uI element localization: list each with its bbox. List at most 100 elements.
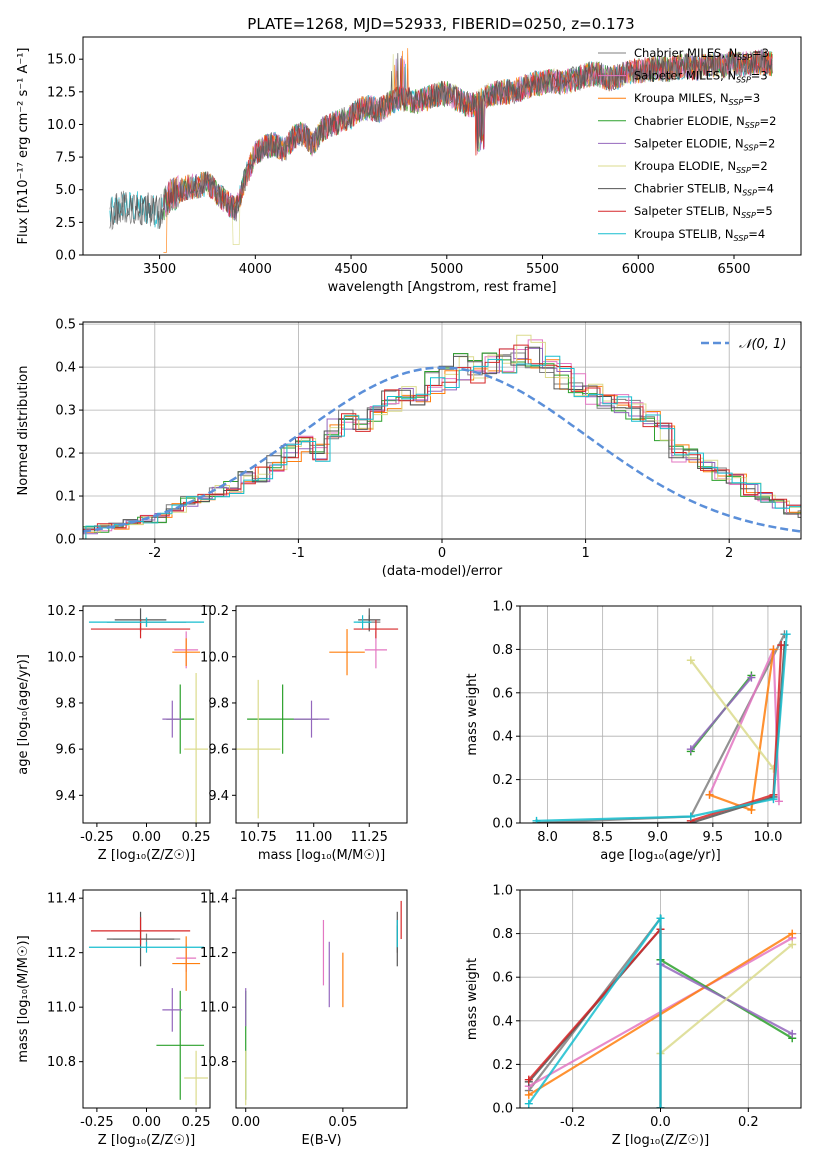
legend-label: Salpeter ELODIE, NSSP=2 (634, 136, 775, 152)
y-tick-label: 11.0 (200, 1001, 229, 1016)
x-tick-label: 11.25 (351, 830, 388, 845)
x-tick-label: 0.00 (132, 830, 161, 845)
x-axis-label: E(B-V) (301, 1133, 341, 1148)
weight-marker (524, 1090, 533, 1099)
y-tick-label: 11.2 (200, 946, 229, 961)
weight-series-line (527, 914, 662, 1108)
x-tick-label: 0.25 (182, 1115, 211, 1130)
y-tick-label: 10.0 (200, 650, 229, 665)
axes-frame (82, 36, 802, 256)
plot-area (83, 334, 801, 539)
y-tick-label: 0.4 (492, 1014, 513, 1029)
x-axis-label: wavelength [Angstrom, rest frame] (328, 280, 557, 295)
y-tick-label: 0.4 (55, 361, 76, 376)
y-tick-label: 11.2 (47, 946, 76, 961)
y-tick-label: 11.4 (200, 892, 229, 907)
x-axis-label: Z [log₁₀(Z/Z☉)] (98, 1133, 195, 1148)
plot-area (532, 630, 791, 823)
histogram-step (83, 352, 801, 533)
legend-label: 𝒩(0, 1) (739, 337, 786, 352)
x-tick-label: 6500 (717, 262, 750, 277)
x-tick-label: 4000 (239, 262, 272, 277)
y-tick-label: 0.0 (55, 533, 76, 548)
y-tick-label: 5.0 (55, 183, 76, 198)
y-tick-label: 9.6 (55, 743, 76, 758)
y-tick-label: 0.4 (492, 730, 513, 745)
weight-marker (532, 816, 541, 823)
x-axis-label: age [log₁₀(age/yr)] (600, 848, 721, 863)
histogram-step (83, 347, 801, 539)
histogram-step (83, 352, 801, 529)
axes-frame (82, 321, 802, 540)
panel-age_vs_Z: -0.25 0.00 0.25 9.4 9.6 9.8 10.0 10.2 Z [log₁₀(Z… (16, 604, 211, 863)
weight-marker (769, 795, 778, 804)
y-tick-label: 0.0 (55, 249, 76, 264)
y-tick-label: 9.8 (55, 696, 76, 711)
plot-area (245, 900, 402, 1106)
plot-area (109, 48, 773, 253)
y-tick-label: 10.0 (47, 650, 76, 665)
axes-frame (235, 889, 408, 1109)
weight-marker (705, 790, 714, 799)
weight-marker (656, 1104, 665, 1108)
x-tick-label: 0.00 (132, 1115, 161, 1130)
y-tick-label: 0.2 (55, 447, 76, 462)
weight-marker (524, 1099, 533, 1108)
weight-marker (686, 745, 695, 754)
panel-weight_vs_age: 8.0 8.5 9.0 9.5 10.0 0.0 0.2 0.4 0.6 0.8 1.0 age [l… (465, 600, 802, 863)
y-axis-label: mass weight (465, 673, 480, 755)
weight-marker (782, 630, 791, 639)
x-tick-label: -0.25 (80, 1115, 114, 1130)
y-tick-label: 0.6 (492, 971, 513, 986)
x-tick-label: 8.0 (537, 830, 558, 845)
x-axis-label: Z [log₁₀(Z/Z☉)] (98, 848, 195, 863)
plot-area (88, 911, 209, 1106)
x-tick-label: 10.0 (753, 830, 782, 845)
y-tick-label: 0.5 (55, 318, 76, 333)
x-axis-label: (data-model)/error (382, 564, 503, 579)
y-tick-label: 0.8 (492, 643, 513, 658)
y-axis-label: age [log₁₀(age/yr)] (16, 654, 31, 775)
x-tick-label: 8.5 (592, 830, 613, 845)
figure-title: PLATE=1268, MJD=52933, FIBERID=0250, z=0… (247, 15, 634, 33)
axes-frame (519, 605, 802, 824)
x-tick-label: 9.0 (647, 830, 668, 845)
y-tick-label: 15.0 (47, 53, 76, 68)
axes-frame (82, 605, 211, 824)
y-tick-label: 9.8 (208, 696, 229, 711)
panel-mass_vs_ebv: 0.00 0.05 10.8 11.0 11.2 11.4 E(B-V) (200, 889, 408, 1148)
y-tick-label: 7.5 (55, 151, 76, 166)
y-tick-label: 0.1 (55, 490, 76, 505)
panel-weight_vs_Z: -0.2 0.0 0.2 0.0 0.2 0.4 0.6 0.8 1.0 Z [log₁₀(Z/Z… (465, 884, 802, 1148)
x-tick-label: 0.00 (231, 1115, 260, 1130)
weight-series-line (689, 676, 753, 750)
legend-label: Kroupa ELODIE, NSSP=2 (634, 159, 768, 175)
y-tick-label: 1.0 (492, 600, 513, 615)
weight-series-line (536, 633, 786, 823)
plot-area (524, 914, 797, 1108)
weight-marker (769, 645, 778, 654)
panel-spectrum: 3500 4000 4500 5000 5500 6000 6500 0.0 2.5 5.0 7.5… (16, 36, 802, 295)
x-tick-label: 0.25 (182, 830, 211, 845)
y-tick-label: 9.4 (208, 789, 229, 804)
weight-series-line (708, 648, 781, 802)
legend-label: Salpeter MILES, NSSP=3 (634, 69, 768, 85)
y-tick-label: 9.6 (208, 743, 229, 758)
weight-marker (777, 641, 786, 650)
y-tick-label: 10.8 (200, 1055, 229, 1070)
weight-series-line (536, 634, 788, 822)
y-axis-label: mass [log₁₀(M/M☉)] (16, 935, 31, 1062)
x-tick-label: -1 (292, 546, 305, 561)
x-tick-label: 1 (581, 546, 589, 561)
y-tick-label: 2.5 (55, 216, 76, 231)
weight-series-line (659, 943, 793, 1055)
weight-marker (656, 914, 665, 923)
axes-frame (235, 605, 408, 824)
legend-label: Chabrier ELODIE, NSSP=2 (634, 114, 776, 130)
x-tick-label: 0.2 (738, 1115, 759, 1130)
plot-area (236, 608, 399, 819)
y-axis-label: Flux [fλ10⁻¹⁷ erg cm⁻² s⁻¹ A⁻¹] (16, 48, 31, 245)
y-tick-label: 11.4 (47, 892, 76, 907)
y-tick-label: 0.3 (55, 404, 76, 419)
